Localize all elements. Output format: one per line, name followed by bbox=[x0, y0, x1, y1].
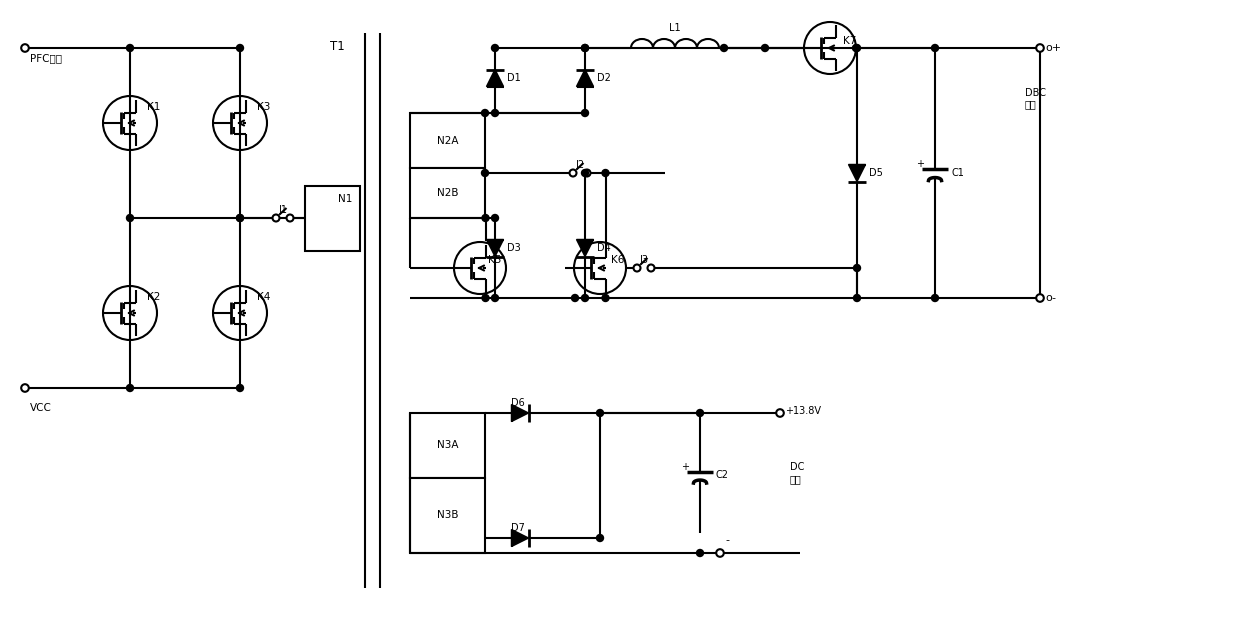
Text: J3: J3 bbox=[639, 255, 649, 265]
Circle shape bbox=[21, 384, 29, 392]
Circle shape bbox=[647, 265, 655, 271]
Circle shape bbox=[853, 265, 861, 271]
Text: N3A: N3A bbox=[436, 441, 459, 451]
Circle shape bbox=[237, 214, 243, 221]
Circle shape bbox=[482, 214, 489, 221]
Text: D2: D2 bbox=[596, 73, 610, 83]
Circle shape bbox=[853, 44, 859, 51]
Text: D4: D4 bbox=[596, 243, 610, 253]
Text: T1: T1 bbox=[330, 40, 345, 53]
Circle shape bbox=[931, 44, 939, 51]
Circle shape bbox=[582, 295, 589, 302]
Circle shape bbox=[1037, 44, 1044, 52]
Circle shape bbox=[286, 214, 294, 221]
Circle shape bbox=[853, 44, 861, 51]
Text: L1: L1 bbox=[670, 23, 681, 33]
Circle shape bbox=[273, 214, 279, 221]
Text: N2A: N2A bbox=[436, 135, 459, 145]
Text: N3B: N3B bbox=[436, 510, 459, 520]
Circle shape bbox=[601, 295, 609, 302]
Bar bbox=[410, 113, 485, 168]
Circle shape bbox=[697, 549, 703, 556]
Polygon shape bbox=[848, 164, 866, 182]
Text: +13.8V: +13.8V bbox=[785, 406, 821, 416]
Circle shape bbox=[491, 44, 498, 51]
Text: D6: D6 bbox=[511, 398, 525, 408]
Text: C1: C1 bbox=[951, 168, 963, 178]
Text: C2: C2 bbox=[715, 470, 729, 481]
Circle shape bbox=[717, 549, 724, 557]
Text: J1: J1 bbox=[278, 205, 286, 215]
Text: K2: K2 bbox=[148, 292, 160, 302]
Circle shape bbox=[596, 410, 604, 417]
Bar bbox=[410, 168, 485, 218]
Circle shape bbox=[481, 169, 489, 177]
Text: -: - bbox=[725, 535, 729, 545]
Text: N1: N1 bbox=[337, 193, 352, 203]
Circle shape bbox=[931, 295, 939, 302]
Circle shape bbox=[491, 214, 498, 221]
Circle shape bbox=[126, 44, 134, 51]
Circle shape bbox=[21, 44, 29, 52]
Circle shape bbox=[853, 295, 861, 302]
Circle shape bbox=[584, 169, 590, 177]
Text: D1: D1 bbox=[506, 73, 521, 83]
Text: PFC母线: PFC母线 bbox=[30, 53, 62, 63]
Text: K6: K6 bbox=[610, 255, 624, 265]
Circle shape bbox=[481, 109, 489, 117]
Bar bbox=[410, 413, 485, 478]
Circle shape bbox=[582, 169, 589, 177]
Polygon shape bbox=[577, 69, 594, 87]
Polygon shape bbox=[511, 530, 528, 546]
Circle shape bbox=[482, 295, 489, 302]
Circle shape bbox=[126, 384, 134, 391]
Text: DBC
输出: DBC 输出 bbox=[1025, 88, 1047, 109]
Text: DC
输出: DC 输出 bbox=[790, 462, 805, 484]
Circle shape bbox=[569, 169, 577, 177]
Text: K7: K7 bbox=[843, 36, 856, 46]
Text: +: + bbox=[916, 159, 924, 169]
Polygon shape bbox=[486, 69, 503, 87]
Polygon shape bbox=[577, 240, 594, 256]
Text: VCC: VCC bbox=[30, 403, 52, 413]
Text: K3: K3 bbox=[257, 102, 270, 112]
Circle shape bbox=[1037, 294, 1044, 302]
Circle shape bbox=[582, 109, 589, 117]
Text: J2: J2 bbox=[575, 160, 584, 170]
Text: D3: D3 bbox=[506, 243, 521, 253]
Circle shape bbox=[697, 410, 703, 417]
Text: K4: K4 bbox=[257, 292, 270, 302]
Text: o-: o- bbox=[1045, 293, 1056, 303]
Circle shape bbox=[596, 535, 604, 541]
Text: K5: K5 bbox=[487, 255, 501, 265]
Circle shape bbox=[634, 265, 641, 271]
Text: K1: K1 bbox=[148, 102, 160, 112]
Circle shape bbox=[601, 169, 609, 177]
Circle shape bbox=[761, 44, 769, 51]
Text: o+: o+ bbox=[1045, 43, 1061, 53]
Circle shape bbox=[126, 214, 134, 221]
Text: D5: D5 bbox=[868, 168, 883, 178]
Bar bbox=[305, 185, 360, 250]
Circle shape bbox=[572, 295, 579, 302]
Text: +: + bbox=[681, 462, 689, 472]
Circle shape bbox=[491, 109, 498, 117]
Circle shape bbox=[237, 384, 243, 391]
Circle shape bbox=[720, 44, 728, 51]
Circle shape bbox=[491, 295, 498, 302]
Polygon shape bbox=[486, 240, 503, 256]
Circle shape bbox=[582, 44, 589, 51]
Text: N2B: N2B bbox=[436, 188, 459, 198]
Circle shape bbox=[582, 44, 589, 51]
Circle shape bbox=[237, 214, 243, 221]
Text: D7: D7 bbox=[511, 523, 525, 533]
Circle shape bbox=[776, 409, 784, 417]
Circle shape bbox=[237, 44, 243, 51]
Bar bbox=[410, 478, 485, 553]
Polygon shape bbox=[511, 405, 528, 421]
